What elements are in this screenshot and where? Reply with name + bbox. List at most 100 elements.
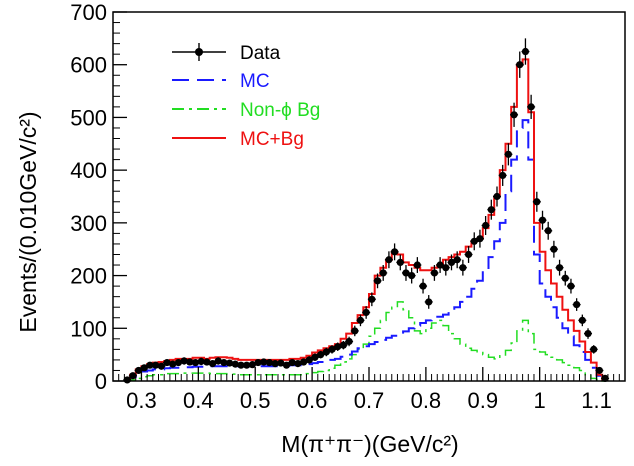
data-point: [590, 345, 598, 353]
data-point: [493, 192, 501, 201]
data-point: [237, 361, 245, 369]
x-tick-label: 0.8: [411, 388, 442, 413]
data-point: [453, 256, 461, 264]
data-point: [157, 362, 165, 370]
data-point: [436, 261, 444, 269]
data-point: [578, 316, 586, 324]
data-point: [555, 264, 564, 272]
data-point: [510, 111, 518, 119]
data-point: [152, 361, 160, 369]
data-point: [379, 269, 387, 277]
data-point: [146, 361, 154, 369]
data-point: [447, 258, 456, 266]
legend-label: MC+Bg: [240, 129, 304, 150]
plot-frame: [112, 11, 626, 382]
legend-label: Data: [240, 43, 281, 64]
data-point: [402, 269, 410, 277]
data-point: [311, 353, 319, 361]
legend-swatch-data-marker: [195, 48, 203, 56]
data-point: [396, 258, 404, 266]
legend: Data MC Non-ϕ Bg MC+Bg: [172, 43, 320, 150]
y-tick-label: 600: [70, 53, 107, 78]
data-point: [482, 221, 490, 230]
y-tick-label: 300: [70, 211, 107, 236]
axes-layer: 0 100 200 300 400 500 600 700 0.3 0.4 0.5 0.6 0.7 0.8…: [70, 0, 626, 413]
data-point: [521, 47, 530, 56]
data-point: [368, 295, 376, 303]
data-point: [425, 298, 433, 306]
data-point: [391, 248, 399, 256]
data-point: [595, 366, 604, 375]
data-point: [339, 341, 347, 349]
data-point: [442, 264, 450, 272]
data-point: [345, 337, 353, 346]
legend-label: Non-ϕ Bg: [240, 100, 320, 121]
y-tick-label: 400: [70, 158, 107, 183]
x-tick-label: 0.4: [183, 388, 214, 413]
y-tick-label: 500: [70, 105, 107, 130]
data-point: [430, 269, 439, 277]
y-axis-title: Events/(0.010GeV/c²): [15, 111, 41, 332]
data-point: [385, 256, 393, 264]
legend-label: MC: [240, 71, 270, 92]
data-point: [356, 316, 365, 324]
data-point: [516, 61, 524, 69]
data-point: [197, 357, 205, 366]
x-tick-label: 0.6: [297, 388, 328, 413]
data-point: [305, 356, 313, 364]
x-tick-label: 1: [534, 388, 546, 413]
data-point: [317, 351, 325, 359]
data-point: [373, 277, 382, 285]
data-point: [464, 250, 473, 259]
series-line-non-bg: [124, 301, 608, 382]
data-point: [265, 358, 274, 367]
data-point: [322, 348, 330, 356]
series-layer: [123, 38, 610, 384]
series-line-mc: [124, 119, 608, 381]
data-point: [243, 361, 251, 369]
data-point: [567, 282, 575, 290]
data-point: [561, 274, 569, 282]
x-axis-title: M(π⁺π⁻)(GeV/c²): [281, 431, 458, 457]
data-point: [271, 360, 279, 368]
data-point: [470, 237, 478, 245]
data-point: [288, 358, 296, 367]
data-point: [584, 329, 592, 338]
data-point: [180, 357, 188, 365]
x-tick-label: 0.7: [354, 388, 385, 413]
data-point: [601, 374, 609, 382]
data-point: [260, 358, 268, 366]
data-point: [220, 358, 228, 367]
data-point: [499, 171, 507, 180]
data-point: [231, 360, 239, 368]
data-point: [459, 264, 467, 272]
data-point: [413, 261, 421, 269]
data-point: [129, 372, 137, 380]
data-point: [487, 206, 495, 214]
data-point: [254, 358, 262, 367]
x-tick-label: 0.5: [240, 388, 271, 413]
data-point: [533, 198, 541, 206]
data-point: [282, 361, 291, 369]
x-tick-label: 1.1: [581, 388, 612, 413]
data-point: [573, 300, 581, 309]
y-tick-label: 100: [70, 316, 107, 341]
data-point: [191, 358, 200, 367]
x-tick-label: 0.3: [126, 388, 157, 413]
data-point: [328, 345, 336, 353]
data-point: [544, 227, 552, 235]
data-point: [504, 150, 512, 158]
data-point: [419, 282, 427, 290]
y-tick-label: 200: [70, 264, 107, 289]
x-tick-label: 0.9: [467, 388, 498, 413]
data-point: [550, 245, 558, 253]
data-point: [362, 308, 370, 317]
data-point: [186, 358, 194, 366]
data-point: [135, 366, 143, 375]
data-point: [527, 103, 535, 111]
data-point: [226, 359, 234, 367]
data-point: [408, 271, 416, 280]
data-point: [140, 364, 148, 372]
data-point: [538, 216, 547, 224]
data-point: [351, 327, 359, 335]
